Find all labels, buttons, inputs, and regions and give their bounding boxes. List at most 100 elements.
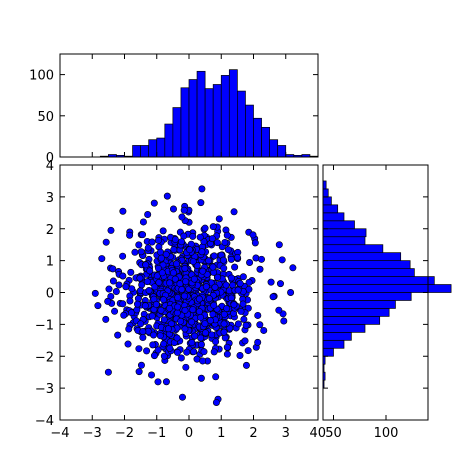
- x-tick-label: 1: [217, 426, 225, 441]
- scatter-point: [154, 346, 162, 354]
- scatter-point: [109, 277, 117, 285]
- right-histogram-bar: [322, 196, 332, 206]
- scatter-point: [136, 274, 144, 282]
- scatter-point: [148, 371, 156, 379]
- y-tick-label: −4: [35, 414, 54, 429]
- scatter-point: [197, 340, 205, 348]
- scatter-point: [212, 373, 220, 381]
- scatter-point: [174, 294, 182, 302]
- scatter-axes: −4 −3 −2 −1 0 1 2 3 −4 −3 −2 −1 0 1 2 3 4: [35, 159, 319, 441]
- scatter-point: [209, 263, 217, 271]
- scatter-point: [166, 279, 174, 287]
- scatter-point: [173, 260, 181, 268]
- scatter-point: [119, 207, 127, 215]
- scatter-point: [199, 357, 207, 365]
- scatter-point: [241, 337, 249, 345]
- scatter-point: [105, 285, 113, 293]
- scatter-point: [205, 295, 213, 303]
- right-histogram-bar: [322, 228, 367, 238]
- scatter-point: [109, 265, 117, 273]
- scatter-point: [131, 248, 139, 256]
- right-histogram-x-tick-label: 50: [325, 426, 342, 441]
- scatter-point: [223, 231, 231, 239]
- right-histogram-bar: [322, 308, 390, 317]
- scatter-point: [189, 306, 197, 314]
- scatter-point: [143, 278, 151, 286]
- scatter-point: [126, 297, 134, 305]
- scatter-point: [178, 393, 186, 401]
- scatter-point: [278, 256, 286, 264]
- top-histogram-y-tick-label: 100: [29, 69, 54, 84]
- scatter-point: [240, 315, 248, 323]
- scatter-point: [239, 273, 247, 281]
- top-histogram-bar: [261, 126, 270, 158]
- scatter-point: [148, 238, 156, 246]
- scatter-point: [181, 306, 189, 314]
- y-tick-label: −3: [35, 382, 54, 397]
- right-histogram-bar: [322, 339, 345, 349]
- scatter-point: [177, 317, 185, 325]
- scatter-point: [202, 283, 210, 291]
- scatter-point: [137, 248, 145, 256]
- scatter-point: [220, 320, 228, 328]
- scatter-point: [188, 318, 196, 326]
- scatter-point: [124, 340, 132, 348]
- x-tick-label: 0: [185, 426, 193, 441]
- right-histogram-axes: 40 50 100: [309, 164, 452, 441]
- scatter-point: [145, 286, 153, 294]
- scatter-point: [159, 227, 167, 235]
- scatter-point: [159, 296, 167, 304]
- scatter-point: [254, 311, 262, 319]
- scatter-point: [127, 268, 135, 276]
- scatter-point: [141, 302, 149, 310]
- top-histogram-y-tick-label: 0: [46, 151, 54, 166]
- right-histogram-bar: [322, 252, 402, 261]
- scatter-point: [220, 264, 228, 272]
- scatter-point: [197, 199, 205, 207]
- right-histogram-bar: [322, 212, 345, 222]
- top-histogram-bar: [220, 75, 230, 158]
- scatter-point: [125, 325, 133, 333]
- scatter-point: [188, 339, 196, 347]
- scatter-point: [155, 279, 163, 287]
- scatter-point: [137, 320, 145, 328]
- scatter-point: [112, 288, 120, 296]
- scatter-point: [122, 283, 130, 291]
- scatter-point: [223, 343, 231, 351]
- scatter-point: [163, 192, 171, 200]
- scatter-point: [186, 246, 194, 254]
- scatter-point: [91, 289, 99, 297]
- scatter-point: [198, 248, 206, 256]
- y-tick-label: 0: [46, 287, 54, 302]
- scatter-point: [182, 363, 190, 371]
- scatter-point: [162, 378, 170, 386]
- right-histogram-bar: [322, 284, 452, 293]
- scatter-point: [220, 310, 228, 318]
- scatter-point: [102, 238, 110, 246]
- scatter-point: [236, 351, 244, 359]
- scatter-point: [120, 311, 128, 319]
- scatter-point: [181, 292, 189, 300]
- scatter-point: [234, 286, 242, 294]
- right-histogram-bar: [322, 331, 352, 341]
- scatter-point: [237, 307, 245, 315]
- scatter-point: [276, 280, 284, 288]
- scatter-point: [196, 233, 204, 241]
- scatter-point: [181, 325, 189, 333]
- scatter-point: [234, 320, 242, 328]
- scatter-point: [166, 344, 174, 352]
- scatter-point: [236, 280, 244, 288]
- top-histogram-bar: [212, 84, 222, 158]
- scatter-point: [164, 325, 172, 333]
- scatter-point: [139, 328, 147, 336]
- scatter-point: [195, 295, 203, 303]
- scatter-point: [210, 252, 218, 260]
- scatter-point: [239, 300, 247, 308]
- scatter-point: [190, 275, 198, 283]
- x-tick-label: −4: [50, 426, 69, 441]
- scatter-point: [138, 281, 146, 289]
- scatter-point: [256, 321, 264, 329]
- scatter-point: [242, 321, 250, 329]
- scatter-point: [269, 293, 277, 301]
- scatter-points: [91, 185, 297, 406]
